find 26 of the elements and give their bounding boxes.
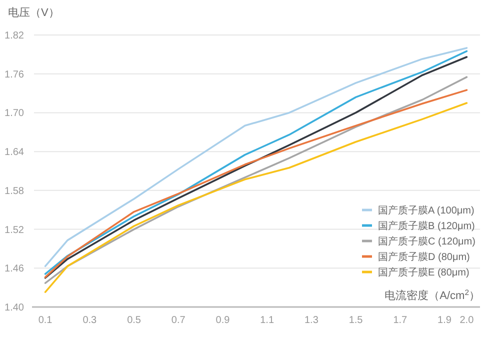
legend-label: 国产质子膜B (120μm) (378, 220, 475, 232)
legend-label: 国产质子膜A (100μm) (378, 204, 474, 216)
x-tick-label: 1.7 (393, 315, 408, 326)
y-tick-label: 1.76 (4, 69, 24, 80)
x-tick-label: 1.5 (348, 315, 364, 326)
legend-label: 国产质子膜C (120μm) (378, 236, 476, 248)
x-tick-label: 0.7 (171, 315, 186, 326)
x-tick-label: 1.9 (438, 315, 452, 326)
y-tick-label: 1.52 (4, 224, 24, 236)
x-tick-label: 2.0 (460, 315, 474, 326)
x-tick-label: 0.3 (82, 315, 98, 326)
y-tick-label: 1.46 (4, 264, 24, 275)
y-axis-title: 电压（V） (8, 6, 60, 19)
x-tick-label: 0.5 (127, 315, 142, 326)
x-tick-label: 0.9 (216, 315, 230, 326)
y-tick-label: 1.70 (4, 108, 24, 120)
x-tick-label: 1.3 (304, 315, 319, 326)
y-tick-label: 1.58 (4, 186, 24, 197)
x-tick-label: 1.1 (260, 315, 274, 326)
y-tick-label: 1.82 (4, 30, 24, 42)
legend-label: 国产质子膜D (80μm) (378, 251, 470, 263)
x-tick-label: 0.1 (38, 315, 53, 326)
legend-label: 国产质子膜E (80μm) (378, 266, 470, 278)
y-tick-label: 1.40 (4, 302, 24, 314)
x-axis-title: 电流密度（A/cm$^{2}$） (384, 288, 480, 302)
y-tick-label: 1.64 (4, 147, 24, 158)
